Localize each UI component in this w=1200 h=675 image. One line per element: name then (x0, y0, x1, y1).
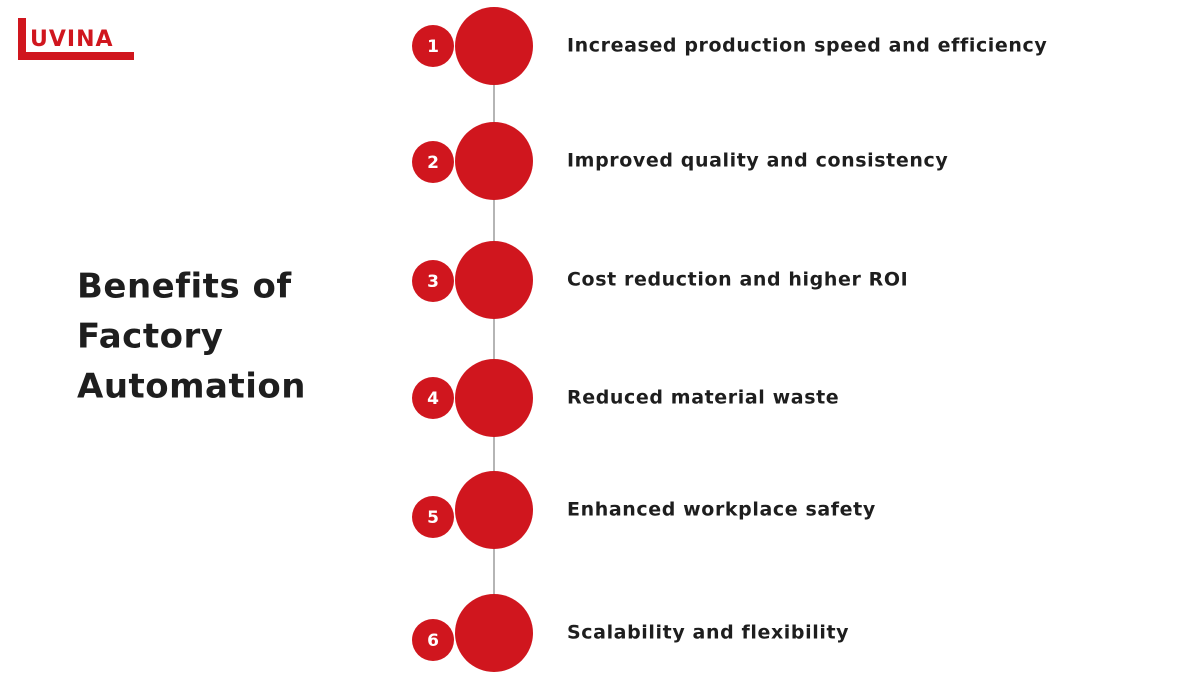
item: 1 Increased production speed and efficien… (412, 7, 1047, 85)
item: 4 Reduced material waste (412, 359, 839, 437)
item: 3 Cost reduction and higher ROI (412, 241, 908, 319)
number-badge (412, 25, 454, 67)
item-number: 4 (427, 389, 439, 409)
item-number: 6 (427, 631, 439, 651)
number-badge (412, 260, 454, 302)
number-badge (412, 377, 454, 419)
number-badge (412, 141, 454, 183)
item-text: Reduced material waste (567, 387, 839, 409)
item-number: 1 (427, 37, 439, 57)
item-text: Improved quality and consistency (567, 150, 948, 172)
item-text: Increased production speed and efficienc… (567, 35, 1047, 57)
title-line: Factory (77, 317, 223, 357)
item-text: Cost reduction and higher ROI (567, 269, 908, 291)
item-list: 1 Increased production speed and efficien… (412, 7, 1047, 672)
big-dot (455, 359, 533, 437)
item: 5 Enhanced workplace safety (412, 471, 876, 549)
big-dot (455, 471, 533, 549)
title: Benefits of Factory Automation (77, 267, 306, 407)
item: 6 Scalability and flexibility (412, 594, 849, 672)
big-dot (455, 7, 533, 85)
logo-text: UVINA (30, 27, 114, 52)
item-text: Scalability and flexibility (567, 622, 849, 644)
item-text: Enhanced workplace safety (567, 499, 876, 521)
item-number: 5 (427, 508, 439, 528)
big-dot (455, 241, 533, 319)
item-number: 2 (427, 153, 439, 173)
title-line: Automation (77, 367, 306, 407)
logo: UVINA (18, 18, 134, 60)
logo-mark (18, 18, 134, 60)
big-dot (455, 122, 533, 200)
number-badge (412, 619, 454, 661)
item: 2 Improved quality and consistency (412, 122, 948, 200)
number-badge (412, 496, 454, 538)
item-number: 3 (427, 272, 439, 292)
big-dot (455, 594, 533, 672)
title-line: Benefits of (77, 267, 292, 307)
